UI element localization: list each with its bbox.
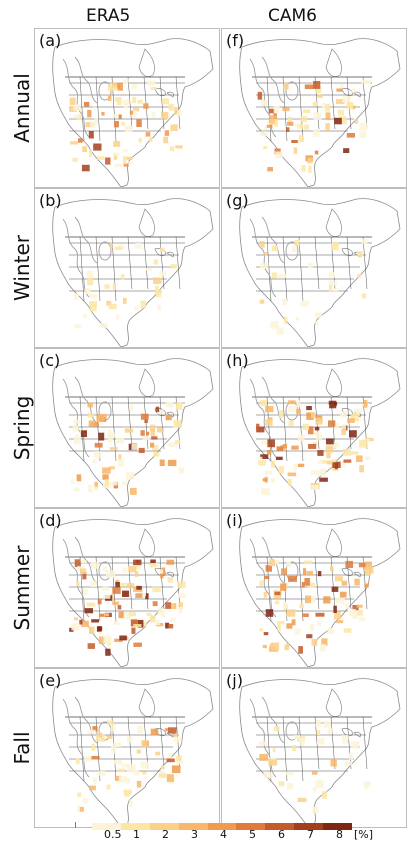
panel-label: (c) — [39, 351, 61, 370]
map-panel-c: (c) — [34, 348, 220, 508]
panel-label: (e) — [39, 671, 62, 690]
row-label-fall: Fall — [10, 731, 34, 765]
colorbar-tick-label: 4 — [220, 828, 227, 841]
colorbar-unit: [%] — [354, 828, 374, 841]
map-panel-j: (j) — [221, 668, 407, 828]
panel-label: (f) — [226, 31, 245, 50]
column-title-era5: ERA5 — [86, 6, 131, 26]
colorbar-segment — [207, 823, 237, 830]
map-panel-g: (g) — [221, 188, 407, 348]
colorbar-segment — [323, 823, 353, 830]
map-panel-h: (h) — [221, 348, 407, 508]
colorbar-segment — [265, 823, 295, 830]
colorbar-tick-label: 7 — [307, 828, 314, 841]
map-panel-a: (a) — [34, 28, 220, 188]
colorbar-segment — [149, 823, 179, 830]
map-panel-d: (d) — [34, 508, 220, 668]
panel-label: (a) — [39, 31, 62, 50]
colorbar-segment — [120, 823, 150, 830]
panel-label: (i) — [226, 511, 243, 530]
panel-label: (g) — [226, 191, 249, 210]
panel-label: (h) — [226, 351, 249, 370]
colorbar-segment — [92, 823, 121, 830]
map-panel-e: (e) — [34, 668, 220, 828]
colorbar-tick-label: 2 — [162, 828, 169, 841]
colorbar-tick-label: 3 — [191, 828, 198, 841]
colorbar — [92, 823, 353, 830]
map-panel-b: (b) — [34, 188, 220, 348]
colorbar-minor-tick — [75, 822, 76, 828]
panel-label: (b) — [39, 191, 62, 210]
colorbar-tick-label: 1 — [133, 828, 140, 841]
panel-label: (j) — [226, 671, 243, 690]
colorbar-tick-label: 8 — [336, 828, 343, 841]
colorbar-segment — [294, 823, 324, 830]
colorbar-segment — [178, 823, 208, 830]
colorbar-tick-label: 5 — [249, 828, 256, 841]
column-title-cam6: CAM6 — [268, 6, 317, 26]
row-label-spring: Spring — [10, 395, 34, 461]
panel-label: (d) — [39, 511, 62, 530]
colorbar-tick-label: 0.5 — [104, 828, 122, 841]
row-label-summer: Summer — [10, 545, 34, 631]
colorbar-tick-label: 6 — [278, 828, 285, 841]
map-panel-f: (f) — [221, 28, 407, 188]
map-panel-i: (i) — [221, 508, 407, 668]
row-label-annual: Annual — [10, 73, 34, 143]
colorbar-segment — [236, 823, 266, 830]
row-label-winter: Winter — [10, 235, 34, 301]
